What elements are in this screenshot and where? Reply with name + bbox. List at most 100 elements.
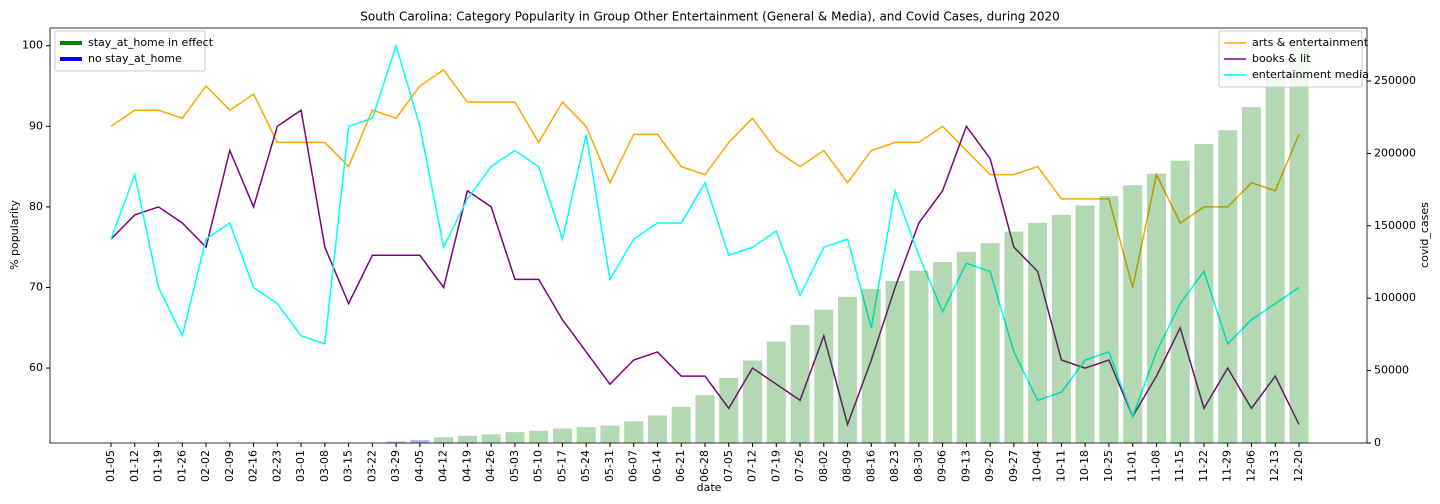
x-tick-label: 04-05 <box>413 450 426 482</box>
x-tick-label: 01-26 <box>175 450 188 482</box>
x-tick-label: 03-01 <box>294 450 307 482</box>
bar <box>909 270 929 443</box>
x-tick-label: 06-07 <box>627 450 640 482</box>
chart-title: South Carolina: Category Popularity in G… <box>360 10 1060 24</box>
x-tick-label: 12-06 <box>1244 450 1257 482</box>
x-tick-label: 03-29 <box>389 450 402 482</box>
x-tick-label: 11-22 <box>1197 450 1210 482</box>
legend-box <box>1218 30 1363 88</box>
bar <box>1194 143 1214 443</box>
bar <box>624 421 644 443</box>
bar <box>1099 196 1119 443</box>
x-tick-label: 02-16 <box>247 450 260 482</box>
x-tick-label: 08-23 <box>888 450 901 482</box>
x-tick-label: 05-03 <box>508 450 521 482</box>
x-tick-label: 09-06 <box>936 450 949 482</box>
bar <box>933 261 953 443</box>
line <box>110 43 1300 419</box>
legend-label: entertainment media <box>1252 68 1369 81</box>
x-tick-label: 12-13 <box>1268 450 1281 482</box>
y-tick-label: 90 <box>29 119 43 132</box>
bar <box>719 377 739 443</box>
y-tick-label: 80 <box>29 200 43 213</box>
y2-tick-label: 100000 <box>1374 291 1416 304</box>
y2-tick-label: 200000 <box>1374 146 1416 159</box>
y-tick-label: 70 <box>29 280 43 293</box>
x-tick-label: 11-01 <box>1126 450 1139 482</box>
x-axis-label: date <box>697 481 722 494</box>
legend-label: no stay_at_home <box>88 52 182 65</box>
legend: stay_at_home in effect no stay_at_home <box>54 30 214 72</box>
line <box>110 108 1300 427</box>
y2-tick-label: 0 <box>1374 436 1381 449</box>
bar <box>956 251 976 443</box>
x-tick-label: 07-12 <box>746 450 759 482</box>
bar <box>600 425 620 443</box>
x-tick-label: 01-05 <box>104 450 117 482</box>
bar <box>1051 214 1071 443</box>
x-tick-label: 10-18 <box>1078 450 1091 482</box>
x-tick-label: 03-15 <box>342 450 355 482</box>
y-tick-label: 60 <box>29 361 43 374</box>
x-tick-label: 10-25 <box>1102 450 1115 482</box>
x-tick-label: 12-20 <box>1292 450 1305 482</box>
x-tick-label: 10-11 <box>1054 450 1067 482</box>
x-tick-label: 07-05 <box>722 450 735 482</box>
bar <box>481 434 501 443</box>
bar <box>671 406 691 443</box>
bar <box>1241 107 1261 444</box>
x-tick-label: 03-22 <box>365 450 378 482</box>
bar <box>1123 185 1143 443</box>
bar <box>1170 160 1190 443</box>
bar <box>814 309 834 443</box>
bar <box>743 360 763 443</box>
bar <box>386 441 406 443</box>
x-tick-label: 09-13 <box>959 450 972 482</box>
x-tick-label: 08-02 <box>817 450 830 482</box>
bar <box>647 415 667 443</box>
y2-axis-label: covid_cases <box>1418 202 1431 268</box>
x-tick-label: 08-09 <box>841 450 854 482</box>
plot-frame <box>49 27 1368 444</box>
x-tick-label: 03-08 <box>318 450 331 482</box>
bar <box>861 288 881 443</box>
x-tick-label: 08-30 <box>912 450 925 482</box>
x-tick-label: 08-16 <box>864 450 877 482</box>
bar <box>529 430 549 443</box>
x-tick-label: 05-10 <box>532 450 545 482</box>
x-tick-label: 07-26 <box>793 450 806 482</box>
x-tick-label: 11-08 <box>1149 450 1162 482</box>
x-tick-label: 11-29 <box>1221 450 1234 482</box>
x-tick-label: 11-15 <box>1173 450 1186 482</box>
bar <box>1004 231 1024 443</box>
bar <box>552 428 572 443</box>
x-tick-label: 02-09 <box>223 450 236 482</box>
x-tick-label: 06-28 <box>698 450 711 482</box>
bar <box>505 432 525 443</box>
bar <box>1265 77 1285 443</box>
y-tick-label: 100 <box>22 39 43 52</box>
bar <box>434 437 454 443</box>
x-tick-label: 04-19 <box>460 450 473 482</box>
x-tick-label: 01-19 <box>152 450 165 482</box>
legend-label: stay_at_home in effect <box>88 36 214 49</box>
y2-tick-label: 150000 <box>1374 219 1416 232</box>
x-tick-label: 07-19 <box>769 450 782 482</box>
x-tick-label: 02-23 <box>270 450 283 482</box>
x-tick-label: 04-12 <box>437 450 450 482</box>
x-tick-label: 02-02 <box>199 450 212 482</box>
bar <box>980 243 1000 443</box>
bar <box>1075 205 1095 443</box>
bar <box>410 440 430 443</box>
y-axis-label: % popularity <box>8 200 21 270</box>
x-tick-label: 05-31 <box>603 450 616 482</box>
bar <box>457 435 477 443</box>
bar <box>790 324 810 443</box>
x-tick-label: 01-12 <box>128 450 141 482</box>
bar <box>1289 46 1309 444</box>
legend-label: arts & entertainment <box>1252 36 1369 49</box>
x-tick-label: 09-20 <box>983 450 996 482</box>
x-tick-label: 06-21 <box>674 450 687 482</box>
bar <box>1146 173 1166 443</box>
